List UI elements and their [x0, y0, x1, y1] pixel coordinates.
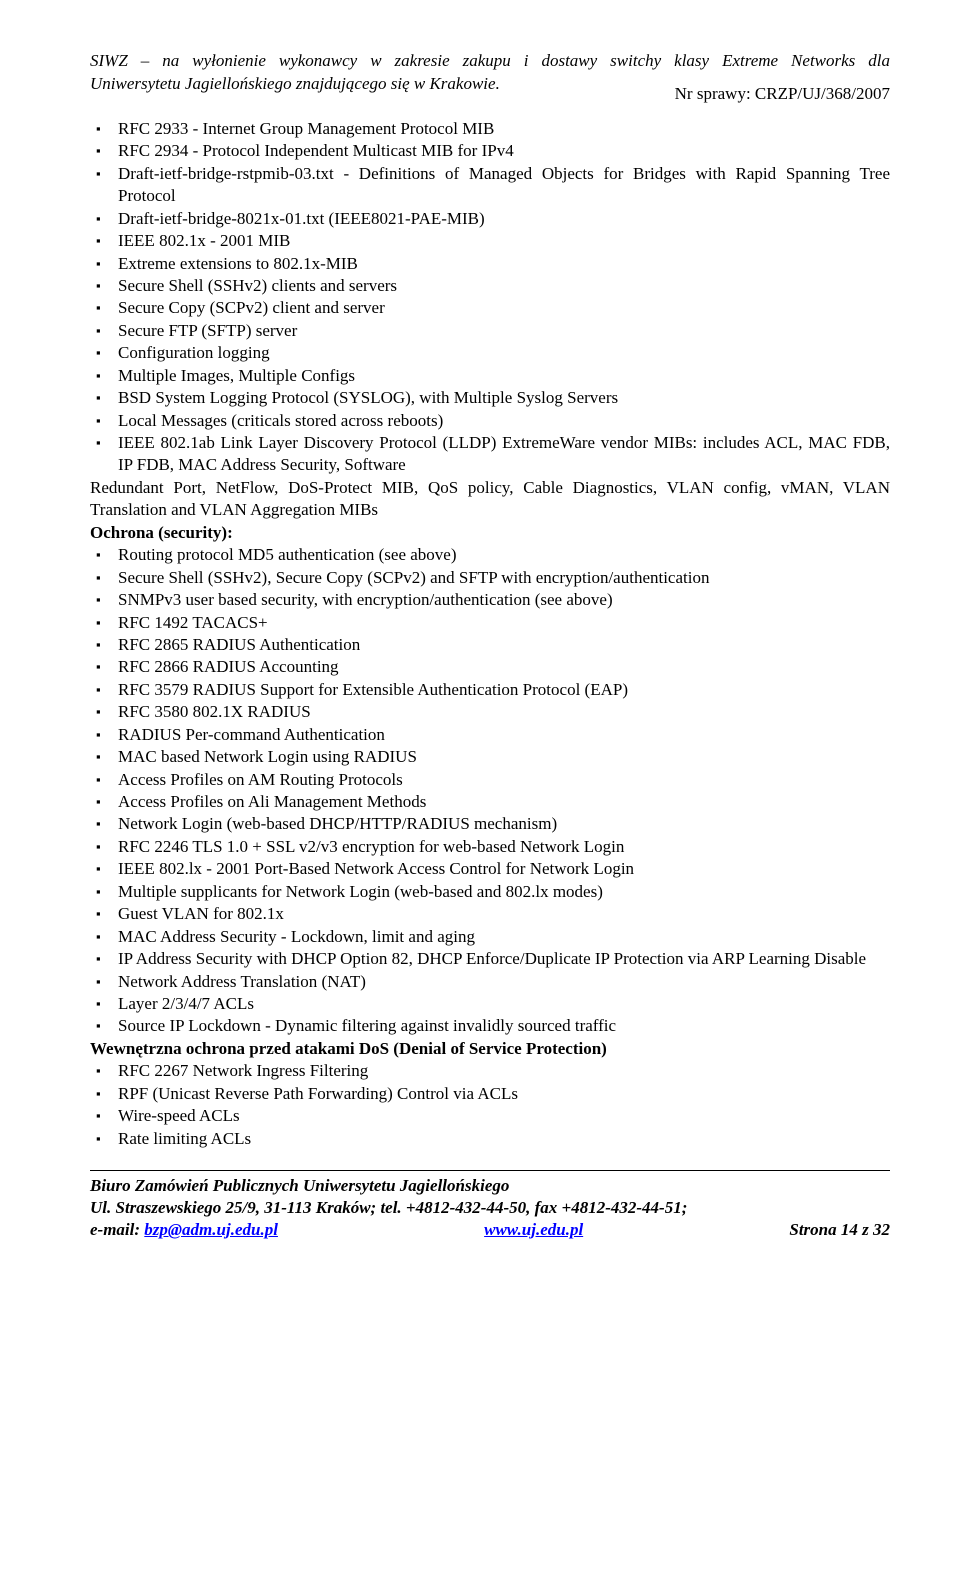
list-item: RFC 2934 - Protocol Independent Multicas…: [90, 140, 890, 162]
list-item: Extreme extensions to 802.1x-MIB: [90, 253, 890, 275]
list-item: RFC 2933 - Internet Group Management Pro…: [90, 118, 890, 140]
list-item: Network Login (web-based DHCP/HTTP/RADIU…: [90, 813, 890, 835]
list-item: Secure Shell (SSHv2), Secure Copy (SCPv2…: [90, 567, 890, 589]
list-item: RFC 3580 802.1X RADIUS: [90, 701, 890, 723]
list-item: MAC based Network Login using RADIUS: [90, 746, 890, 768]
bullet-list-1: RFC 2933 - Internet Group Management Pro…: [90, 118, 890, 477]
list-item: SNMPv3 user based security, with encrypt…: [90, 589, 890, 611]
list-item: Draft-ietf-bridge-rstpmib-03.txt - Defin…: [90, 163, 890, 208]
list-item: Multiple supplicants for Network Login (…: [90, 881, 890, 903]
list-item: Secure FTP (SFTP) server: [90, 320, 890, 342]
heading-dos: Wewnętrzna ochrona przed atakami DoS (De…: [90, 1038, 890, 1060]
list-item: Source IP Lockdown - Dynamic filtering a…: [90, 1015, 890, 1037]
list-item: Secure Shell (SSHv2) clients and servers: [90, 275, 890, 297]
list-item: Routing protocol MD5 authentication (see…: [90, 544, 890, 566]
list-item: RFC 2246 TLS 1.0 + SSL v2/v3 encryption …: [90, 836, 890, 858]
list-item: IP Address Security with DHCP Option 82,…: [90, 948, 890, 970]
header-line-1: SIWZ – na wyłonienie wykonawcy w zakresi…: [90, 50, 890, 73]
footer-line-1: Biuro Zamówień Publicznych Uniwersytetu …: [90, 1175, 890, 1197]
list-item: Draft-ietf-bridge-8021x-01.txt (IEEE8021…: [90, 208, 890, 230]
footer-page-info: Strona 14 z 32: [789, 1219, 890, 1241]
list-item: RFC 3579 RADIUS Support for Extensible A…: [90, 679, 890, 701]
list-item: RPF (Unicast Reverse Path Forwarding) Co…: [90, 1083, 890, 1105]
list-item: Configuration logging: [90, 342, 890, 364]
list-item: IEEE 802.1ab Link Layer Discovery Protoc…: [90, 432, 890, 477]
list-item: Network Address Translation (NAT): [90, 971, 890, 993]
list-item: Secure Copy (SCPv2) client and server: [90, 297, 890, 319]
list-item: RFC 1492 TACACS+: [90, 612, 890, 634]
list-item: Wire-speed ACLs: [90, 1105, 890, 1127]
document-page: SIWZ – na wyłonienie wykonawcy w zakresi…: [0, 0, 960, 1281]
list-item: MAC Address Security - Lockdown, limit a…: [90, 926, 890, 948]
list-item: Guest VLAN for 802.1x: [90, 903, 890, 925]
footer-www-link[interactable]: www.uj.edu.pl: [484, 1219, 583, 1241]
list-item: Local Messages (criticals stored across …: [90, 410, 890, 432]
list-item: Layer 2/3/4/7 ACLs: [90, 993, 890, 1015]
list-item: Rate limiting ACLs: [90, 1128, 890, 1150]
footer-email-label: e-mail:: [90, 1220, 144, 1239]
footer-line-2: Ul. Straszewskiego 25/9, 31-113 Kraków; …: [90, 1197, 890, 1219]
list-item: Multiple Images, Multiple Configs: [90, 365, 890, 387]
footer-email-link[interactable]: bzp@adm.uj.edu.pl: [144, 1220, 278, 1239]
list-item: RADIUS Per-command Authentication: [90, 724, 890, 746]
list-item: BSD System Logging Protocol (SYSLOG), wi…: [90, 387, 890, 409]
list-item: IEEE 802.lx - 2001 Port-Based Network Ac…: [90, 858, 890, 880]
paragraph-redundant: Redundant Port, NetFlow, DoS-Protect MIB…: [90, 477, 890, 522]
bullet-list-2: Routing protocol MD5 authentication (see…: [90, 544, 890, 1038]
list-item: RFC 2865 RADIUS Authentication: [90, 634, 890, 656]
list-item: IEEE 802.1x - 2001 MIB: [90, 230, 890, 252]
heading-security: Ochrona (security):: [90, 522, 890, 544]
bullet-list-3: RFC 2267 Network Ingress FilteringRPF (U…: [90, 1060, 890, 1150]
footer-row: e-mail: bzp@adm.uj.edu.pl www.uj.edu.pl …: [90, 1219, 890, 1241]
list-item: Access Profiles on Ali Management Method…: [90, 791, 890, 813]
footer-email-block: e-mail: bzp@adm.uj.edu.pl: [90, 1219, 278, 1241]
doc-footer: Biuro Zamówień Publicznych Uniwersytetu …: [90, 1170, 890, 1241]
list-item: Access Profiles on AM Routing Protocols: [90, 769, 890, 791]
list-item: RFC 2267 Network Ingress Filtering: [90, 1060, 890, 1082]
list-item: RFC 2866 RADIUS Accounting: [90, 656, 890, 678]
